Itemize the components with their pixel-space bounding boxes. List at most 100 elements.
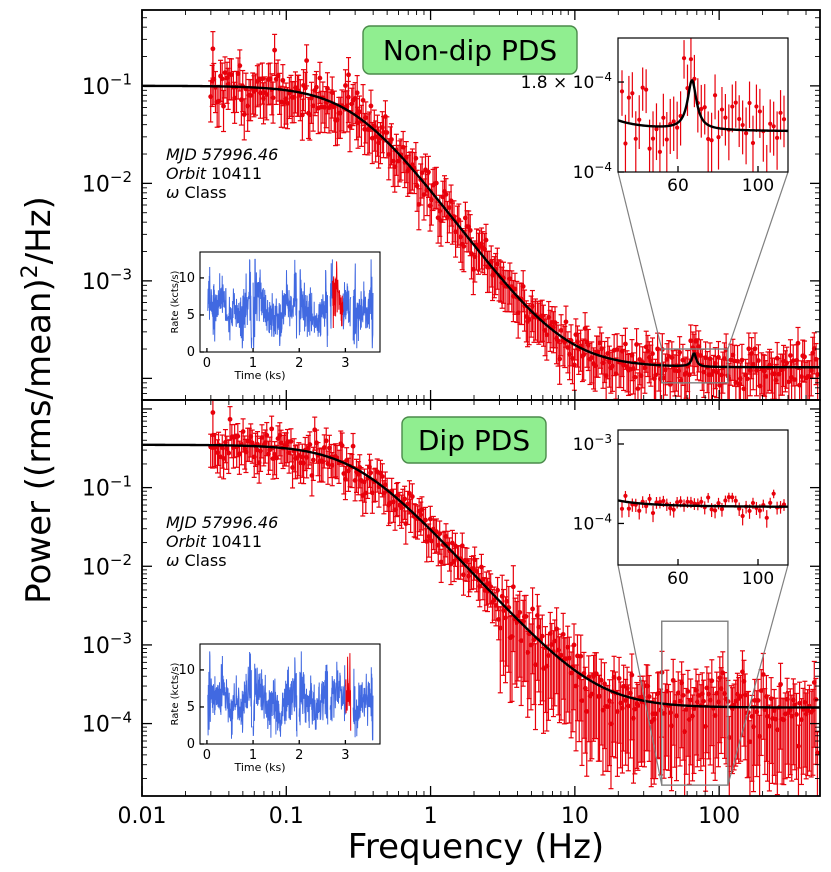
- data-point: [533, 662, 538, 668]
- data-point: [467, 227, 473, 233]
- inset-data-point: [647, 146, 652, 151]
- zoom-inset: 60 100 1.8 × 10−4 10−4: [521, 37, 789, 196]
- inset-data-point: [675, 125, 680, 130]
- lc-y-tick-label: 10: [178, 663, 195, 678]
- inset-data-point: [661, 498, 666, 504]
- lightcurve-frame: [199, 251, 381, 353]
- lc-xlabel: Time (ks): [233, 761, 285, 774]
- data-point: [402, 496, 408, 502]
- data-point: [815, 750, 820, 756]
- inset-data-point: [723, 115, 728, 120]
- orbit-label: Orbit 10411: [166, 164, 262, 183]
- inset-data-point: [678, 499, 683, 504]
- inset-data-point: [750, 140, 756, 146]
- inset-data-point: [706, 136, 711, 142]
- data-point: [407, 491, 412, 496]
- inset-data-point: [740, 122, 745, 128]
- data-point: [395, 492, 401, 498]
- data-point: [512, 286, 518, 292]
- zoom-connector: [617, 564, 663, 786]
- figure-xlabel: Frequency (Hz): [348, 827, 604, 867]
- inset-data-point: [675, 500, 680, 505]
- data-point: [254, 447, 260, 453]
- data-point: [632, 374, 638, 380]
- data-point: [571, 642, 577, 648]
- data-point: [379, 474, 385, 479]
- lc-y-tick-label: 5: [187, 700, 195, 715]
- data-point: [607, 698, 612, 704]
- inset-data-point: [647, 496, 652, 502]
- inset-data-point: [764, 515, 769, 520]
- inset-data-point: [730, 495, 735, 500]
- inset-data-point: [657, 149, 663, 155]
- lc-x-tick-label: 3: [341, 356, 349, 371]
- data-point: [560, 631, 566, 637]
- lc-ylabel: Rate (kcts/s): [170, 270, 181, 333]
- zoom-connector: [727, 171, 789, 350]
- data-point: [774, 727, 780, 733]
- data-point: [426, 169, 431, 175]
- data-point: [646, 694, 652, 699]
- inset-data-point: [775, 135, 780, 140]
- y-tick-label: 10−1: [82, 472, 132, 501]
- data-point: [424, 539, 430, 544]
- data-point: [598, 677, 604, 683]
- inset-data-point: [709, 507, 714, 512]
- data-point: [414, 183, 420, 189]
- data-point: [788, 353, 793, 358]
- data-point: [716, 354, 721, 360]
- inset-data-point: [771, 491, 776, 496]
- data-point: [210, 410, 216, 415]
- data-point: [794, 712, 799, 717]
- inset-data-point: [719, 507, 725, 512]
- inset-data-point: [706, 495, 711, 500]
- data-point: [304, 58, 310, 63]
- lc-y-tick-label: 5: [187, 308, 195, 323]
- data-point: [754, 368, 759, 373]
- data-point: [210, 46, 216, 52]
- lc-x-tick-label: 1: [249, 748, 257, 763]
- data-point: [445, 214, 450, 220]
- data-point: [229, 72, 234, 78]
- data-point: [344, 457, 350, 463]
- inset-data-point: [619, 506, 625, 511]
- zoom-connector: [617, 171, 663, 350]
- data-point: [219, 76, 225, 82]
- data-point: [384, 130, 390, 135]
- data-point: [795, 340, 801, 346]
- data-point: [297, 93, 303, 98]
- lc-x-tick-label: 2: [295, 748, 303, 763]
- class-label: ω Class: [166, 183, 227, 202]
- inset-data-point: [712, 93, 718, 98]
- inset-x-tick-label: 60: [667, 569, 689, 589]
- y-tick-label: 10−1: [82, 71, 132, 100]
- inset-data-point: [723, 498, 728, 503]
- data-point: [240, 429, 246, 434]
- data-point: [497, 625, 503, 631]
- data-point: [221, 103, 226, 109]
- x-tick-label: 0.1: [269, 804, 304, 829]
- data-point: [343, 83, 348, 88]
- data-point: [677, 350, 683, 355]
- data-point: [763, 373, 769, 379]
- inset-data-point: [657, 500, 663, 505]
- inset-data-point: [661, 115, 666, 120]
- data-point: [563, 319, 569, 325]
- lc-y-tick-label: 10: [178, 271, 195, 286]
- data-point: [552, 638, 558, 644]
- inset-data-point: [737, 116, 742, 122]
- data-point: [765, 713, 770, 719]
- data-point: [433, 180, 439, 186]
- data-point: [419, 170, 425, 176]
- data-point: [709, 678, 715, 684]
- data-point: [555, 338, 561, 344]
- data-point: [539, 633, 545, 639]
- data-point: [453, 229, 459, 235]
- data-point: [629, 672, 635, 678]
- data-point: [685, 689, 691, 694]
- inset-y-tick-label: 10−4: [573, 511, 612, 534]
- data-point: [504, 598, 510, 604]
- data-point: [221, 455, 226, 461]
- data-point: [717, 382, 723, 388]
